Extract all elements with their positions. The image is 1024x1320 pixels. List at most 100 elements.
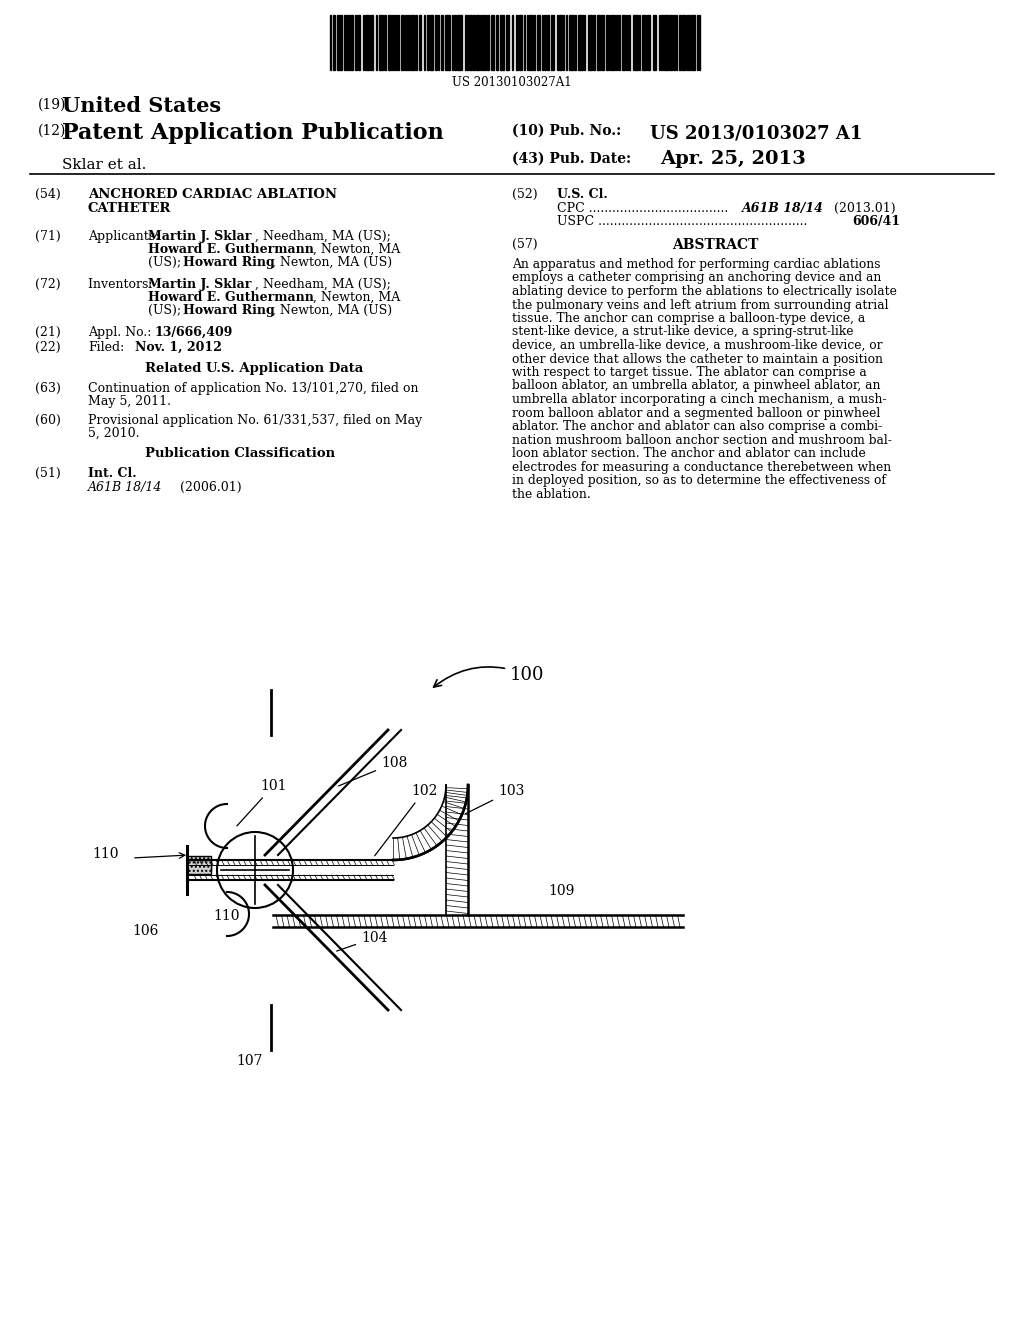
Text: 101: 101 [237, 779, 287, 826]
Text: loon ablator section. The anchor and ablator can include: loon ablator section. The anchor and abl… [512, 447, 865, 459]
Text: ablating device to perform the ablations to electrically isolate: ablating device to perform the ablations… [512, 285, 897, 298]
Text: 100: 100 [433, 667, 545, 688]
Bar [430, 15, 433, 70]
Bar [358, 15, 360, 70]
Bar [394, 15, 396, 70]
Text: , Newton, MA: , Newton, MA [313, 290, 400, 304]
Bar [397, 15, 399, 70]
Bar [370, 15, 373, 70]
Bar [347, 15, 349, 70]
Text: (19): (19) [38, 98, 67, 112]
Bar [469, 15, 472, 70]
Bar [187, 855, 211, 870]
Text: with respect to target tissue. The ablator can comprise a: with respect to target tissue. The ablat… [512, 366, 866, 379]
Text: Applicants:: Applicants: [88, 230, 160, 243]
Text: 110: 110 [213, 909, 240, 923]
Text: (21): (21) [35, 326, 60, 339]
Text: (60): (60) [35, 414, 60, 426]
Text: Appl. No.:: Appl. No.: [88, 326, 156, 339]
Bar [642, 15, 646, 70]
Text: umbrella ablator incorporating a cinch mechanism, a mush-: umbrella ablator incorporating a cinch m… [512, 393, 887, 407]
Bar [628, 15, 630, 70]
Bar [411, 15, 414, 70]
Text: US 2013/0103027 A1: US 2013/0103027 A1 [650, 124, 862, 143]
Bar [465, 15, 468, 70]
Text: room balloon ablator and a segmented balloon or pinwheel: room balloon ablator and a segmented bal… [512, 407, 881, 420]
Bar [588, 15, 592, 70]
Text: 106: 106 [132, 924, 159, 939]
Bar [551, 15, 554, 70]
Text: (57): (57) [512, 238, 538, 251]
Text: (52): (52) [512, 187, 538, 201]
Bar [476, 15, 479, 70]
Bar [457, 15, 462, 70]
Bar [487, 15, 489, 70]
Text: (72): (72) [35, 279, 60, 290]
Bar [454, 15, 456, 70]
Text: USPC ......................................................: USPC ...................................… [557, 215, 807, 228]
Bar [633, 15, 638, 70]
Bar [597, 15, 600, 70]
Bar [537, 15, 540, 70]
Text: (54): (54) [35, 187, 60, 201]
Text: Provisional application No. 61/331,537, filed on May: Provisional application No. 61/331,537, … [88, 414, 422, 426]
Bar [435, 15, 437, 70]
Text: balloon ablator, an umbrella ablator, a pinwheel ablator, an: balloon ablator, an umbrella ablator, a … [512, 380, 881, 392]
Text: ANCHORED CARDIAC ABLATION: ANCHORED CARDIAC ABLATION [88, 187, 337, 201]
Text: Howard E. Guthermann: Howard E. Guthermann [148, 243, 314, 256]
Bar [388, 15, 391, 70]
Text: the ablation.: the ablation. [512, 487, 591, 500]
Bar [578, 15, 583, 70]
Text: (22): (22) [35, 341, 60, 354]
Text: US 20130103027A1: US 20130103027A1 [453, 77, 571, 88]
Bar [547, 15, 549, 70]
Bar [473, 15, 475, 70]
Text: CPC ....................................: CPC .................................... [557, 202, 728, 215]
Text: (63): (63) [35, 381, 60, 395]
Text: Nov. 1, 2012: Nov. 1, 2012 [135, 341, 222, 354]
Text: (US);: (US); [148, 304, 181, 317]
Bar [529, 15, 532, 70]
Text: 107: 107 [237, 1053, 263, 1068]
Bar [379, 15, 383, 70]
Text: Martin J. Sklar: Martin J. Sklar [148, 279, 251, 290]
Text: Publication Classification: Publication Classification [145, 447, 335, 459]
Text: Int. Cl.: Int. Cl. [88, 467, 136, 480]
Text: 102: 102 [375, 784, 437, 855]
Bar [441, 15, 443, 70]
Bar [500, 15, 504, 70]
Text: Howard E. Guthermann: Howard E. Guthermann [148, 290, 314, 304]
Text: employs a catheter comprising an anchoring device and an: employs a catheter comprising an anchori… [512, 272, 882, 285]
Text: Continuation of application No. 13/101,270, filed on: Continuation of application No. 13/101,2… [88, 381, 419, 395]
Text: other device that allows the catheter to maintain a position: other device that allows the catheter to… [512, 352, 883, 366]
Bar [519, 15, 522, 70]
Text: Related U.S. Application Data: Related U.S. Application Data [145, 362, 364, 375]
Text: U.S. Cl.: U.S. Cl. [557, 187, 608, 201]
Text: , Newton, MA (US): , Newton, MA (US) [272, 304, 392, 317]
Text: (12): (12) [38, 124, 67, 139]
Text: 109: 109 [548, 884, 574, 898]
Text: 5, 2010.: 5, 2010. [88, 426, 139, 440]
Text: 13/666,409: 13/666,409 [155, 326, 233, 339]
Bar [544, 15, 546, 70]
Text: A61B 18/14: A61B 18/14 [88, 480, 163, 494]
Text: United States: United States [62, 96, 221, 116]
Bar [534, 15, 535, 70]
Text: Howard Ring: Howard Ring [183, 256, 274, 269]
Text: An apparatus and method for performing cardiac ablations: An apparatus and method for performing c… [512, 257, 881, 271]
Text: 606/41: 606/41 [852, 215, 900, 228]
Text: (43) Pub. Date:: (43) Pub. Date: [512, 152, 631, 166]
Text: , Needham, MA (US);: , Needham, MA (US); [255, 279, 391, 290]
Bar [601, 15, 604, 70]
Text: in deployed position, so as to determine the effectiveness of: in deployed position, so as to determine… [512, 474, 886, 487]
Bar [622, 15, 625, 70]
Bar [673, 15, 675, 70]
Bar [653, 15, 656, 70]
Bar [415, 15, 417, 70]
Text: , Newton, MA (US): , Newton, MA (US) [272, 256, 392, 269]
Text: A61B 18/14: A61B 18/14 [742, 202, 824, 215]
Text: 104: 104 [337, 931, 387, 952]
Text: Martin J. Sklar: Martin J. Sklar [148, 230, 251, 243]
Bar [482, 15, 484, 70]
Text: (2006.01): (2006.01) [180, 480, 242, 494]
